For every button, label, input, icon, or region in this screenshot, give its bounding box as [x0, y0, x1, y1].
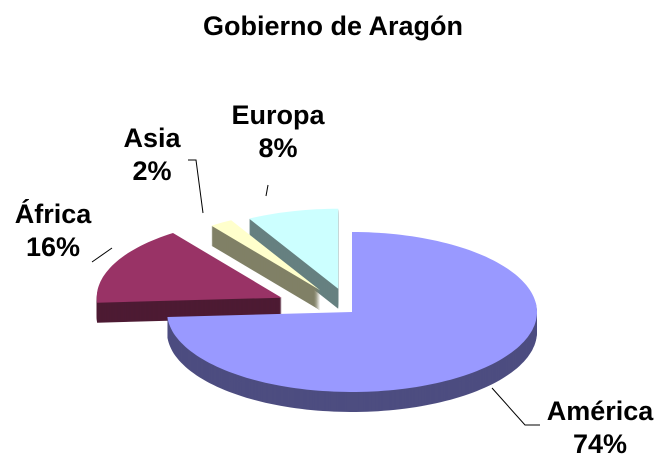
slice-group — [167, 232, 537, 412]
slice-group — [211, 220, 321, 311]
leader-line — [91, 247, 113, 263]
slice-label: América — [547, 396, 655, 426]
value-label: 2% — [132, 156, 171, 186]
value-label: 16% — [26, 232, 80, 262]
pie — [96, 208, 537, 412]
leader-line — [188, 159, 204, 214]
leader-line — [265, 184, 269, 197]
slice-label: África — [15, 198, 93, 229]
slice — [96, 233, 282, 303]
value-label: 8% — [258, 133, 297, 163]
leader-line — [491, 387, 540, 426]
slice-group — [96, 233, 282, 323]
slice — [211, 220, 321, 291]
leader-lines — [91, 159, 540, 426]
value-label: 74% — [573, 429, 627, 459]
slice — [249, 208, 339, 289]
chart-title: Gobierno de Aragón — [203, 11, 463, 41]
slice — [167, 232, 537, 392]
slice-label: Europa — [231, 100, 325, 130]
slice-label: Asia — [123, 123, 181, 153]
